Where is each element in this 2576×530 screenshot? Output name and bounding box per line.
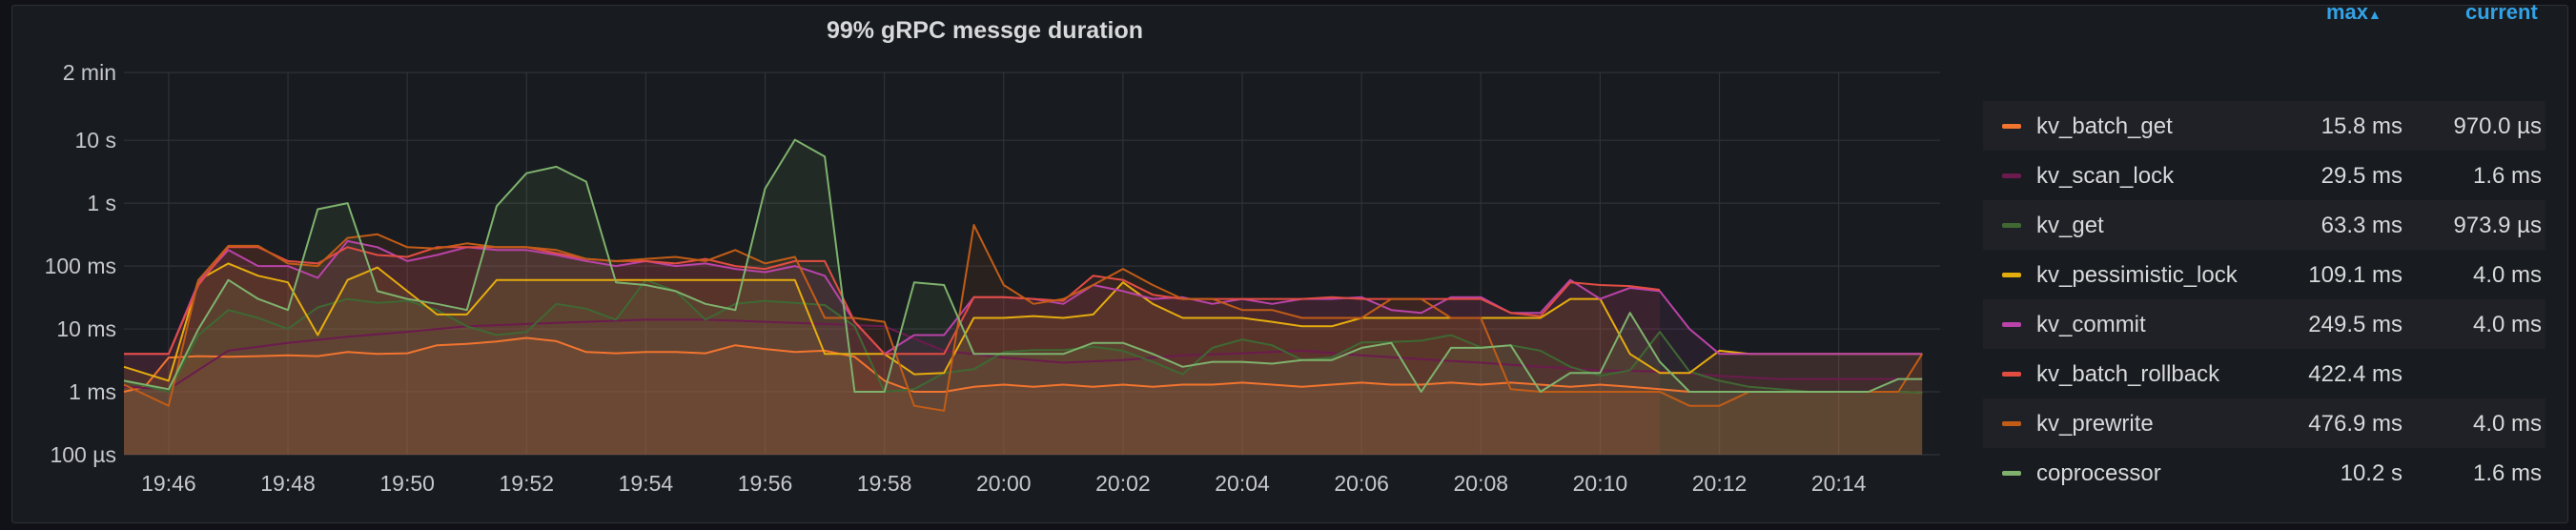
legend-series-name: kv_scan_lock (2036, 163, 2175, 189)
series-area-kv-scan-lock (124, 319, 1923, 455)
series-line-coprocessor (123, 138, 1923, 393)
series-area-kv-batch-get (124, 337, 1923, 455)
series-line-kv-scan-lock (123, 318, 1923, 391)
series-line-kv-batch-get (123, 336, 1923, 394)
legend-max-value: 29.5 ms (2320, 163, 2402, 189)
legend-swatch (2002, 471, 2021, 476)
legend-item-kv-scan-lock[interactable]: kv_scan_lock 29.5 ms 1.6 ms (1983, 151, 2545, 200)
legend-series-name: kv_commit (2036, 312, 2146, 337)
x-tick-label: 20:08 (1453, 471, 1508, 496)
series-line-kv-prewrite (123, 224, 1924, 412)
legend-series-name: kv_batch_rollback (2036, 361, 2220, 387)
series-line-kv-pessimistic-lock (123, 262, 1923, 382)
x-tick-label: 20:02 (1095, 471, 1151, 496)
legend-current-value: 4.0 ms (2472, 262, 2542, 288)
legend-header-max-label: max (2326, 0, 2369, 24)
x-tick-label: 19:54 (619, 471, 674, 496)
legend-item-kv-commit[interactable]: kv_commit 249.5 ms 4.0 ms (1983, 299, 2545, 349)
series-area-coprocessor (124, 139, 1923, 455)
legend-item-kv-pessimistic-lock[interactable]: kv_pessimistic_lock 109.1 ms 4.0 ms (1983, 250, 2545, 299)
legend-header-current[interactable]: current (2465, 0, 2538, 24)
x-tick-label: 19:48 (260, 471, 316, 496)
legend-max-value: 249.5 ms (2308, 312, 2402, 337)
caret-up-icon: ▲ (2368, 7, 2382, 22)
series-line-kv-get (123, 278, 1923, 394)
legend-series-name: kv_batch_get (2036, 113, 2173, 139)
legend-current-value: 4.0 ms (2472, 411, 2542, 437)
legend-series-name: kv_get (2036, 213, 2104, 238)
y-tick-label: 100 µs (50, 442, 116, 467)
x-tick-label: 19:46 (141, 471, 196, 496)
legend-max-value: 63.3 ms (2320, 213, 2402, 238)
legend-current-value: 970.0 µs (2453, 113, 2542, 139)
x-tick-label: 20:04 (1215, 471, 1270, 496)
legend-current-value: 973.9 µs (2453, 213, 2542, 238)
x-tick-label: 19:58 (857, 471, 912, 496)
series-group (123, 138, 1924, 455)
series-area-kv-get (124, 279, 1923, 455)
legend-current-value: 4.0 ms (2472, 312, 2542, 337)
legend-item-kv-get[interactable]: kv_get 63.3 ms 973.9 µs (1983, 200, 2545, 250)
y-tick-label: 10 s (75, 128, 116, 153)
legend-current-value: 1.6 ms (2472, 163, 2542, 189)
legend-header-max[interactable]: max▲ (2326, 0, 2382, 32)
legend-item-kv-prewrite[interactable]: kv_prewrite 476.9 ms 4.0 ms (1983, 398, 2545, 448)
legend-swatch (2002, 173, 2021, 178)
legend-max-value: 422.4 ms (2308, 361, 2402, 387)
y-tick-label: 2 min (63, 60, 116, 85)
legend-item-kv-batch-rollback[interactable]: kv_batch_rollback 422.4 ms (1983, 349, 2545, 398)
legend-item-kv-batch-get[interactable]: kv_batch_get 15.8 ms 970.0 µs (1983, 101, 2545, 151)
legend-current-value: 1.6 ms (2472, 460, 2542, 486)
legend-series-name: coprocessor (2036, 460, 2161, 486)
legend-series-name: kv_pessimistic_lock (2036, 262, 2238, 288)
series-area-kv-prewrite (124, 225, 1923, 455)
legend-max-value: 109.1 ms (2308, 262, 2402, 288)
panel-title[interactable]: 99% gRPC messge duration (826, 17, 1144, 44)
x-tick-label: 20:06 (1334, 471, 1389, 496)
legend-max-value: 10.2 s (2340, 460, 2402, 486)
legend-swatch (2002, 322, 2021, 327)
legend-series-name: kv_prewrite (2036, 411, 2154, 437)
legend-swatch (2002, 421, 2021, 426)
series-area-kv-commit (124, 240, 1923, 455)
x-tick-label: 20:14 (1811, 471, 1867, 496)
y-tick-label: 100 ms (45, 254, 116, 278)
y-tick-label: 10 ms (56, 316, 116, 341)
legend-swatch (2002, 273, 2021, 277)
y-tick-label: 1 ms (69, 379, 116, 404)
x-tick-label: 19:56 (738, 471, 793, 496)
x-tick-label: 19:50 (379, 471, 435, 496)
graph-panel: 99% gRPC messge duration (11, 5, 2568, 523)
x-tick-label: 20:00 (976, 471, 1032, 496)
legend-max-value: 476.9 ms (2308, 411, 2402, 437)
x-tick-label: 20:12 (1692, 471, 1748, 496)
y-tick-label: 1 s (87, 191, 116, 215)
legend-swatch (2002, 372, 2021, 377)
legend-swatch (2002, 223, 2021, 228)
legend-max-value: 15.8 ms (2320, 113, 2402, 139)
legend-swatch (2002, 124, 2021, 129)
legend-item-coprocessor[interactable]: coprocessor 10.2 s 1.6 ms (1983, 448, 2545, 498)
x-tick-label: 19:52 (500, 471, 555, 496)
x-tick-label: 20:10 (1573, 471, 1628, 496)
